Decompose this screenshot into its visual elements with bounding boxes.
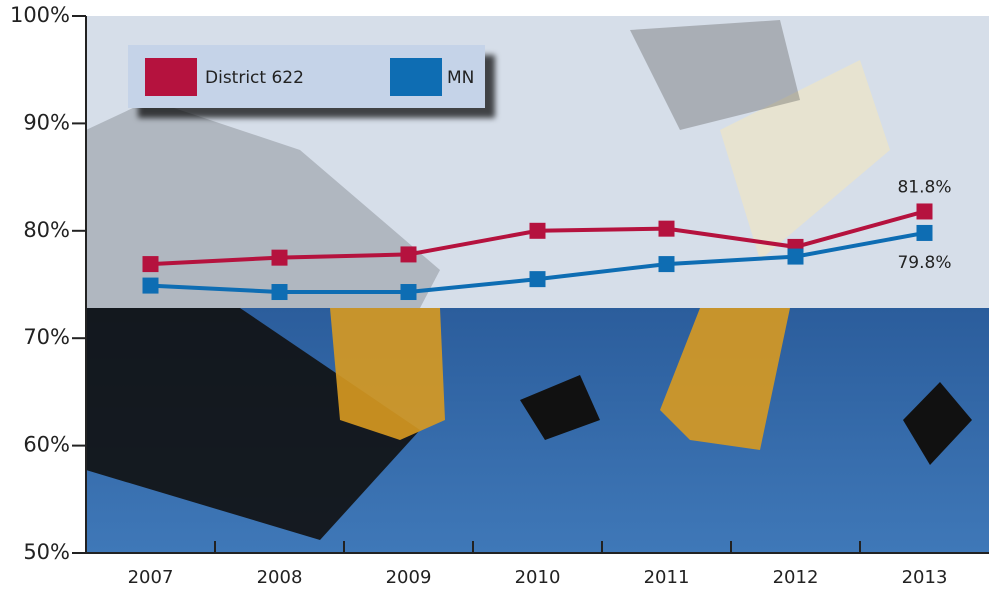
marker <box>916 203 933 220</box>
marker <box>787 248 804 265</box>
legend-swatch <box>390 58 442 96</box>
marker <box>658 220 675 237</box>
marker <box>658 256 675 273</box>
legend-label: District 622 <box>205 68 304 88</box>
x-tick-label: 2007 <box>128 567 174 588</box>
value-label: 81.8% <box>897 177 951 197</box>
y-tick-label: 100% <box>10 3 70 27</box>
x-tick-label: 2012 <box>773 567 819 588</box>
marker <box>400 284 417 301</box>
legend-swatch <box>145 58 197 96</box>
legend: District 622 MN <box>128 45 485 108</box>
x-tick-label: 2008 <box>257 567 303 588</box>
y-tick-label: 70% <box>23 325 70 349</box>
legend-label: MN <box>447 68 474 88</box>
x-tick-label: 2009 <box>386 567 432 588</box>
marker <box>271 284 288 301</box>
marker <box>529 271 546 288</box>
value-label: 79.8% <box>897 253 951 273</box>
y-tick-label: 80% <box>23 218 70 242</box>
y-tick-label: 60% <box>23 433 70 457</box>
marker <box>142 256 159 273</box>
marker <box>271 249 288 266</box>
marker <box>400 246 417 263</box>
marker <box>916 224 933 241</box>
x-tick-label: 2013 <box>902 567 948 588</box>
background-photo <box>86 16 989 553</box>
marker <box>142 277 159 294</box>
marker <box>529 222 546 239</box>
y-tick-label: 50% <box>23 540 70 564</box>
x-tick-label: 2011 <box>644 567 690 588</box>
x-tick-label: 2010 <box>515 567 561 588</box>
y-tick-label: 90% <box>23 110 70 134</box>
